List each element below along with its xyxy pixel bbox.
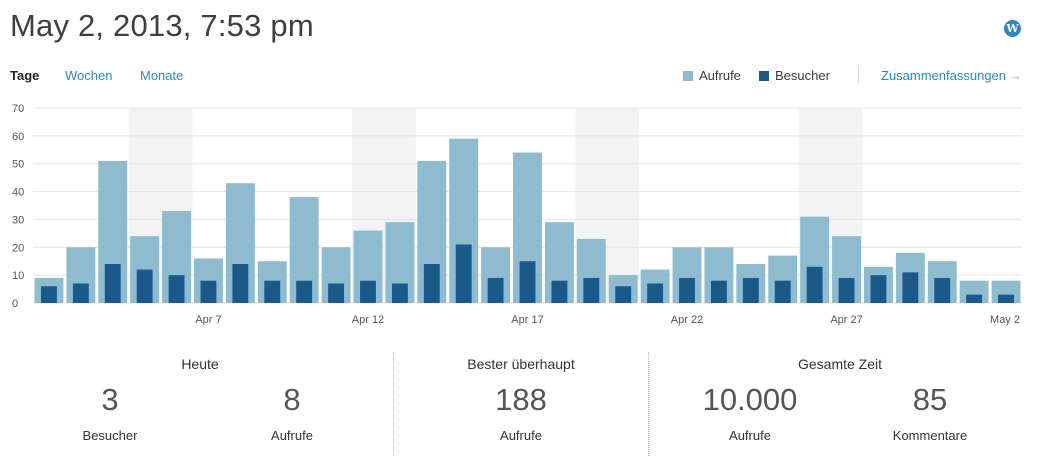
tab-months[interactable]: Monate: [140, 68, 184, 83]
bar-visitors[interactable]: [998, 294, 1014, 303]
bar-visitors[interactable]: [41, 286, 57, 303]
bar-visitors[interactable]: [583, 277, 600, 303]
x-tick-label: Apr 27: [830, 314, 862, 326]
stats-today-visitors-value: 3: [101, 382, 119, 417]
x-tick-label: Apr 22: [671, 314, 703, 326]
stats-divider: [648, 352, 649, 456]
bar-visitors[interactable]: [360, 280, 376, 303]
bar-visitors[interactable]: [72, 283, 89, 304]
stats-total-comments-value: 85: [912, 382, 948, 417]
tab-weeks[interactable]: Wochen: [65, 68, 113, 83]
bar-visitors[interactable]: [710, 280, 727, 303]
bar-visitors[interactable]: [487, 277, 504, 303]
stats-today-visitors-label: Besucher: [82, 428, 138, 443]
bar-visitors[interactable]: [519, 261, 536, 303]
y-tick-label: 20: [12, 242, 24, 254]
bar-visitors[interactable]: [902, 272, 919, 303]
bar-visitors[interactable]: [328, 283, 345, 304]
x-axis-ticks: Apr 7 Apr 12 Apr 17 Apr 22 Apr 27 May 2: [195, 314, 1020, 326]
x-tick-label: May 2: [990, 314, 1020, 326]
bar-visitors[interactable]: [615, 286, 632, 303]
bar-visitors[interactable]: [870, 275, 887, 303]
bar-visitors[interactable]: [423, 264, 440, 303]
y-tick-label: 40: [12, 187, 24, 199]
bar-visitors[interactable]: [934, 277, 951, 303]
legend-swatch-visitors: [759, 71, 769, 81]
bar-visitors[interactable]: [838, 277, 855, 303]
y-axis-ticks: 0 10 20 30 40 50 60 70: [12, 103, 24, 310]
bar-visitors[interactable]: [966, 294, 983, 303]
bar-visitors[interactable]: [232, 264, 249, 303]
bar-visitors[interactable]: [264, 280, 281, 303]
stats-total-views-label: Aufrufe: [729, 428, 771, 443]
page-title: May 2, 2013, 7:53 pm: [10, 8, 314, 43]
legend-swatch-views: [683, 71, 693, 81]
stats-best-title: Bester überhaupt: [467, 356, 575, 372]
header-divider: [858, 66, 859, 84]
stats-today-views-value: 8: [283, 382, 301, 417]
legend-item-views: Aufrufe: [683, 68, 741, 83]
wordpress-icon[interactable]: W: [1004, 20, 1021, 37]
stats-today-title: Heute: [181, 356, 219, 372]
stats-total-views-value: 10.000: [702, 382, 798, 417]
bar-visitors[interactable]: [104, 264, 121, 303]
y-tick-label: 50: [12, 159, 24, 171]
y-tick-label: 70: [12, 103, 24, 115]
bar-visitors[interactable]: [296, 280, 313, 303]
y-tick-label: 30: [12, 214, 24, 226]
bar-visitors[interactable]: [774, 280, 791, 303]
bars: [34, 138, 1021, 304]
x-tick-label: Apr 12: [352, 314, 384, 326]
stats-total-title: Gesamte Zeit: [797, 356, 883, 372]
bar-visitors[interactable]: [168, 275, 185, 303]
arrow-right-icon: →: [1009, 68, 1023, 83]
tab-days[interactable]: Tage: [10, 68, 40, 83]
bar-visitors[interactable]: [551, 280, 568, 303]
x-tick-label: Apr 7: [195, 314, 221, 326]
y-tick-label: 60: [12, 131, 24, 143]
bar-visitors[interactable]: [742, 277, 759, 303]
bar-visitors[interactable]: [391, 283, 408, 304]
stats-divider: [393, 352, 394, 456]
legend-label-visitors: Besucher: [775, 68, 830, 83]
bar-visitors[interactable]: [200, 280, 217, 303]
summaries-link-label[interactable]: Zusammenfassungen: [881, 68, 1007, 83]
stats-total-comments-label: Kommentare: [892, 428, 968, 443]
stats-panel: Heute 3 Besucher 8 Aufrufe Bester überha…: [0, 348, 1043, 462]
stats-today-views-label: Aufrufe: [271, 428, 313, 443]
stats-best-label: Aufrufe: [500, 428, 542, 443]
bar-visitors[interactable]: [679, 277, 695, 303]
y-tick-label: 10: [12, 270, 24, 282]
x-tick-label: Apr 17: [511, 314, 543, 326]
legend-item-visitors: Besucher: [759, 68, 830, 83]
bar-visitors[interactable]: [455, 244, 472, 304]
legend-label-views: Aufrufe: [699, 68, 741, 83]
bar-visitors[interactable]: [136, 269, 153, 303]
y-tick-label: 0: [12, 298, 18, 310]
summaries-link[interactable]: Zusammenfassungen →: [881, 68, 1022, 83]
stats-best-value: 188: [495, 382, 547, 417]
bar-visitors[interactable]: [647, 283, 664, 304]
bar-visitors[interactable]: [806, 266, 823, 303]
